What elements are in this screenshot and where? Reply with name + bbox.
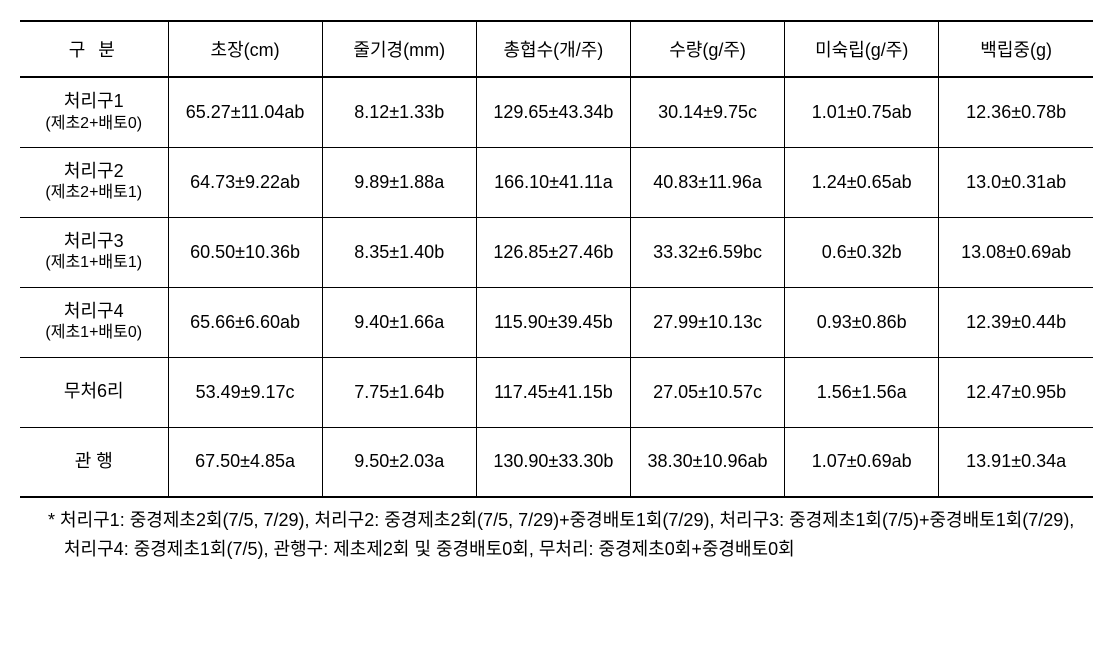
cell-value: 7.75±1.64b: [322, 357, 476, 427]
table-row: 처리구4(제초1+배토0)65.66±6.60ab9.40±1.66a115.9…: [20, 287, 1093, 357]
cell-value: 13.0±0.31ab: [939, 147, 1093, 217]
table-row: 관 행 67.50±4.85a9.50±2.03a130.90±33.30b38.…: [20, 427, 1093, 497]
header-col5: 미숙립(g/주): [785, 21, 939, 77]
row-label-main: 처리구2: [26, 160, 162, 183]
cell-value: 13.08±0.69ab: [939, 217, 1093, 287]
header-col3: 총협수(개/주): [476, 21, 630, 77]
table-row: 무처6리 53.49±9.17c7.75±1.64b117.45±41.15b27…: [20, 357, 1093, 427]
cell-value: 27.05±10.57c: [630, 357, 784, 427]
row-label: 무처6리: [20, 357, 168, 427]
cell-value: 1.01±0.75ab: [785, 77, 939, 147]
cell-value: 0.93±0.86b: [785, 287, 939, 357]
row-label: 처리구2(제초2+배토1): [20, 147, 168, 217]
cell-value: 38.30±10.96ab: [630, 427, 784, 497]
cell-value: 12.47±0.95b: [939, 357, 1093, 427]
row-label-sub: (제초2+배토1): [26, 183, 162, 204]
cell-value: 64.73±9.22ab: [168, 147, 322, 217]
cell-value: 40.83±11.96a: [630, 147, 784, 217]
row-label-sub: (제초1+배토1): [26, 253, 162, 274]
row-label: 처리구1(제초2+배토0): [20, 77, 168, 147]
header-category: 구 분: [20, 21, 168, 77]
cell-value: 12.36±0.78b: [939, 77, 1093, 147]
cell-value: 65.66±6.60ab: [168, 287, 322, 357]
row-label-main: 관 행: [26, 450, 162, 473]
data-table: 구 분 초장(cm) 줄기경(mm) 총협수(개/주) 수량(g/주) 미숙립(…: [20, 20, 1093, 498]
footnote: * 처리구1: 중경제초2회(7/5, 7/29), 처리구2: 중경제초2회(…: [36, 498, 1093, 564]
cell-value: 13.91±0.34a: [939, 427, 1093, 497]
row-label-main: 처리구4: [26, 300, 162, 323]
row-label-sub: (제초1+배토0): [26, 323, 162, 344]
cell-value: 129.65±43.34b: [476, 77, 630, 147]
cell-value: 27.99±10.13c: [630, 287, 784, 357]
table-row: 처리구3(제초1+배토1)60.50±10.36b8.35±1.40b126.8…: [20, 217, 1093, 287]
row-label-main: 무처6리: [26, 380, 162, 403]
cell-value: 65.27±11.04ab: [168, 77, 322, 147]
cell-value: 30.14±9.75c: [630, 77, 784, 147]
cell-value: 67.50±4.85a: [168, 427, 322, 497]
cell-value: 115.90±39.45b: [476, 287, 630, 357]
table-row: 처리구1(제초2+배토0)65.27±11.04ab8.12±1.33b129.…: [20, 77, 1093, 147]
header-col6: 백립중(g): [939, 21, 1093, 77]
cell-value: 117.45±41.15b: [476, 357, 630, 427]
cell-value: 53.49±9.17c: [168, 357, 322, 427]
header-col4: 수량(g/주): [630, 21, 784, 77]
cell-value: 9.40±1.66a: [322, 287, 476, 357]
table-header-row: 구 분 초장(cm) 줄기경(mm) 총협수(개/주) 수량(g/주) 미숙립(…: [20, 21, 1093, 77]
cell-value: 8.12±1.33b: [322, 77, 476, 147]
row-label-main: 처리구1: [26, 90, 162, 113]
cell-value: 9.50±2.03a: [322, 427, 476, 497]
cell-value: 1.24±0.65ab: [785, 147, 939, 217]
row-label: 관 행: [20, 427, 168, 497]
row-label-main: 처리구3: [26, 230, 162, 253]
cell-value: 126.85±27.46b: [476, 217, 630, 287]
header-col1: 초장(cm): [168, 21, 322, 77]
cell-value: 1.56±1.56a: [785, 357, 939, 427]
cell-value: 12.39±0.44b: [939, 287, 1093, 357]
cell-value: 33.32±6.59bc: [630, 217, 784, 287]
row-label: 처리구4(제초1+배토0): [20, 287, 168, 357]
cell-value: 9.89±1.88a: [322, 147, 476, 217]
header-col2: 줄기경(mm): [322, 21, 476, 77]
cell-value: 130.90±33.30b: [476, 427, 630, 497]
cell-value: 60.50±10.36b: [168, 217, 322, 287]
cell-value: 1.07±0.69ab: [785, 427, 939, 497]
row-label-sub: (제초2+배토0): [26, 114, 162, 135]
cell-value: 166.10±41.11a: [476, 147, 630, 217]
cell-value: 8.35±1.40b: [322, 217, 476, 287]
table-row: 처리구2(제초2+배토1)64.73±9.22ab9.89±1.88a166.1…: [20, 147, 1093, 217]
row-label: 처리구3(제초1+배토1): [20, 217, 168, 287]
table-body: 처리구1(제초2+배토0)65.27±11.04ab8.12±1.33b129.…: [20, 77, 1093, 497]
cell-value: 0.6±0.32b: [785, 217, 939, 287]
